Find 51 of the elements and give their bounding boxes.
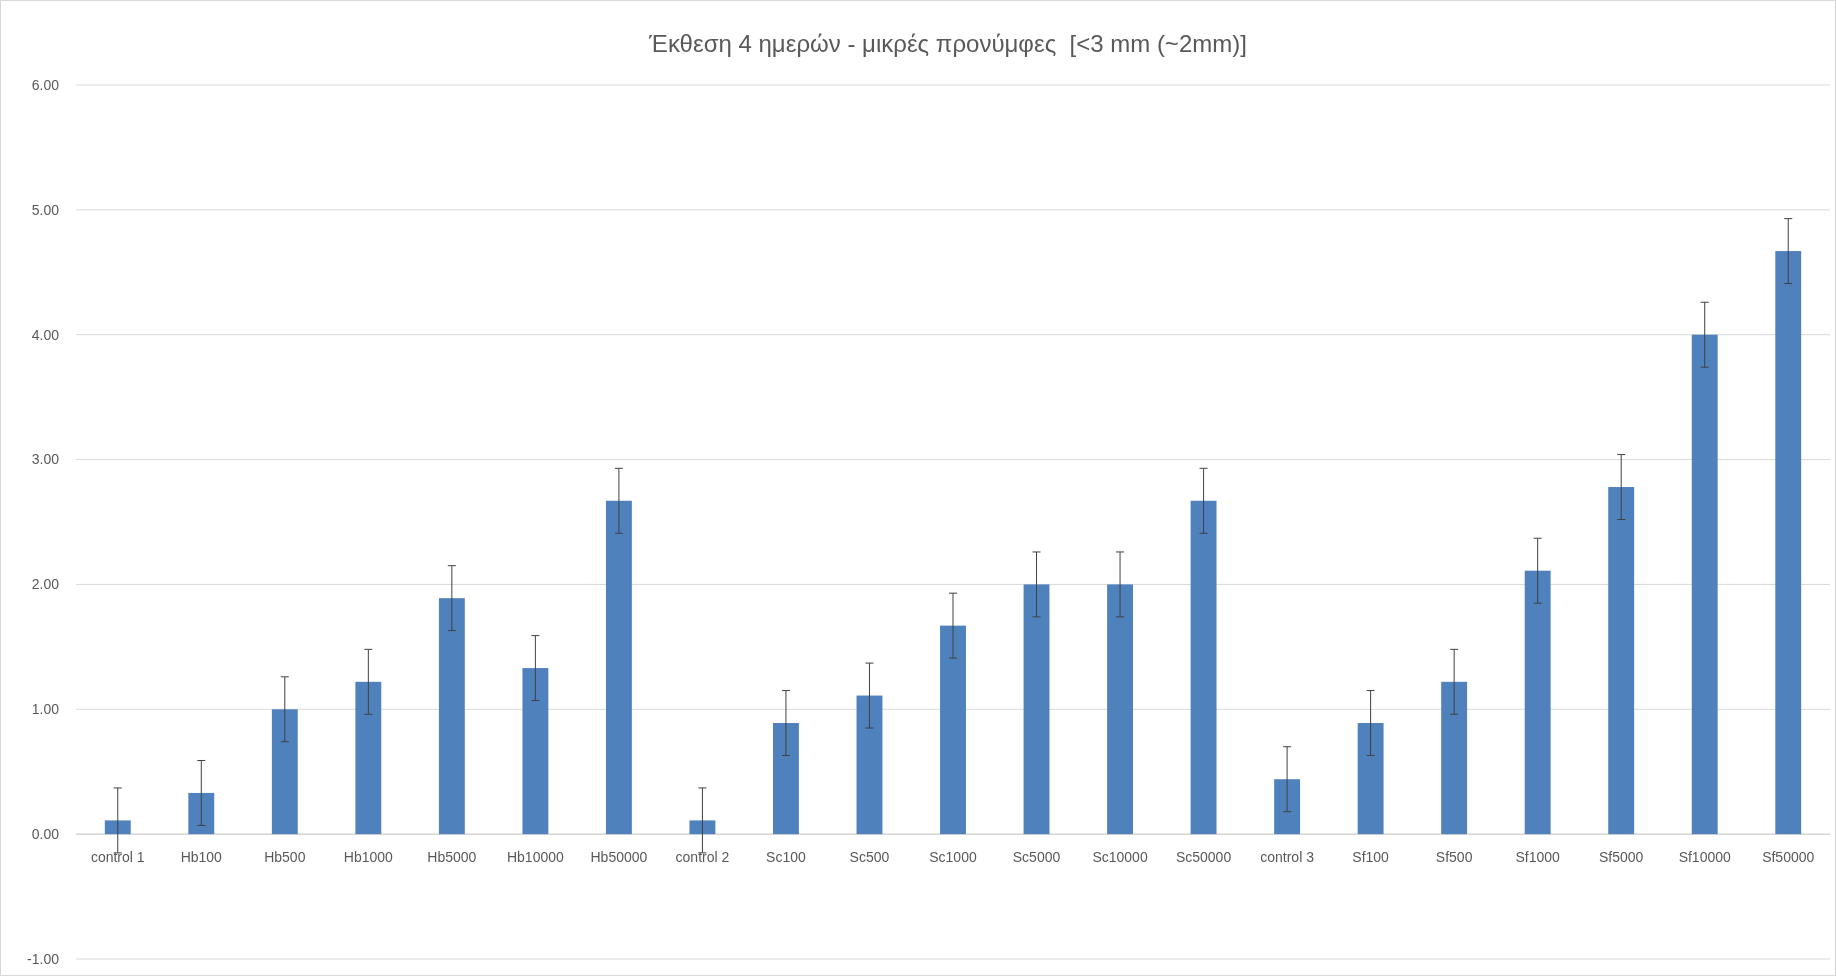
x-tick-label: Sc50000 xyxy=(1175,849,1232,866)
bar xyxy=(773,723,799,835)
y-tick-label: 1.00 xyxy=(31,701,60,718)
bar xyxy=(104,820,131,835)
x-tick-label: Hb100 xyxy=(180,849,223,866)
bar xyxy=(1775,251,1802,835)
y-tick-label: 2.00 xyxy=(31,576,60,593)
x-tick-label: Sf1000 xyxy=(1515,849,1561,866)
bar xyxy=(1691,334,1718,835)
x-tick-label: control 1 xyxy=(90,849,145,866)
bar xyxy=(1608,487,1635,835)
x-tick-label: Hb5000 xyxy=(427,849,477,866)
y-tick-label: -1.00 xyxy=(27,950,60,967)
bar xyxy=(605,500,632,835)
x-tick-label: control 3 xyxy=(1260,849,1315,866)
x-tick-label: Sf50000 xyxy=(1762,849,1815,866)
x-tick-label: Sc10000 xyxy=(1092,849,1148,866)
x-tick-label: Hb500 xyxy=(264,849,306,866)
bar xyxy=(1190,500,1217,835)
y-tick-label: 3.00 xyxy=(31,451,60,468)
bar xyxy=(1274,779,1301,835)
bar xyxy=(355,681,382,835)
bar xyxy=(689,820,716,835)
bar xyxy=(940,625,966,835)
bar xyxy=(1023,584,1050,835)
x-tick-label: Hb10000 xyxy=(506,849,565,866)
x-tick-label: Sf5000 xyxy=(1599,849,1644,866)
x-tick-label: Hb50000 xyxy=(590,849,648,866)
bar xyxy=(188,792,215,835)
x-tick-label: Hb1000 xyxy=(343,849,394,866)
y-tick-label: 4.00 xyxy=(31,326,60,343)
chart-title: Έκθεση 4 ημερών - μικρές προνύμφες [<3 mm (~2mm)] xyxy=(648,30,1247,57)
x-tick-label: Sf10000 xyxy=(1678,849,1731,866)
bar xyxy=(856,695,883,835)
y-tick-label: 5.00 xyxy=(31,201,60,218)
x-tick-label: Sc1000 xyxy=(929,849,977,866)
bar xyxy=(522,668,549,835)
bar xyxy=(1524,570,1551,835)
bar xyxy=(1357,723,1384,835)
bar xyxy=(438,598,465,835)
bar xyxy=(271,709,298,835)
x-tick-label: Sf100 xyxy=(1352,849,1390,866)
x-tick-label: control 2 xyxy=(675,849,730,866)
x-tick-label: Sc5000 xyxy=(1012,849,1061,866)
bar xyxy=(1107,584,1133,835)
bar xyxy=(1441,681,1468,835)
x-tick-label: Sf500 xyxy=(1435,849,1473,866)
x-tick-label: Sc100 xyxy=(766,849,807,866)
y-tick-label: 0.00 xyxy=(31,826,60,843)
x-tick-label: Sc500 xyxy=(849,849,890,866)
y-tick-label: 6.00 xyxy=(31,76,60,93)
